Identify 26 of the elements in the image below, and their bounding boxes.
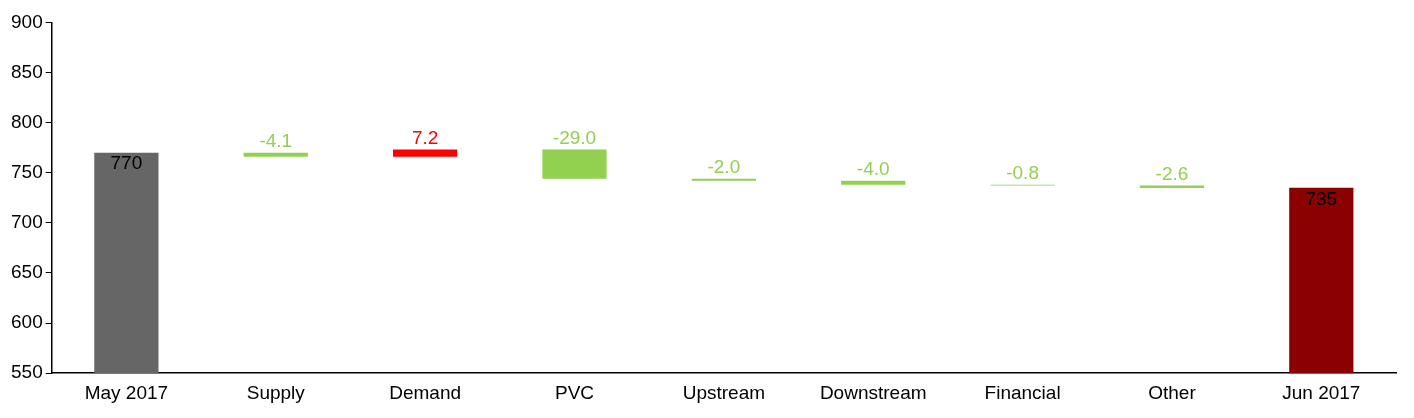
y-tick-label: 900 <box>11 10 43 32</box>
x-tick-label: Jun 2017 <box>1282 381 1361 403</box>
x-tick-label: Demand <box>389 381 462 403</box>
data-label: 7.2 <box>411 127 439 149</box>
x-tick-label: Downstream <box>819 381 927 403</box>
x-tick-label: PVC <box>554 381 595 403</box>
x-tick-label: May 2017 <box>84 381 169 403</box>
y-tick-label: 850 <box>11 60 43 82</box>
y-tick-label: 750 <box>11 160 43 182</box>
y-tick-label: 800 <box>11 110 43 132</box>
data-label: -4.1 <box>259 130 293 152</box>
data-label: -4.0 <box>856 158 890 180</box>
data-label: -29.0 <box>552 127 597 149</box>
x-tick-label: Other <box>1148 381 1197 403</box>
data-label: 770 <box>110 152 143 174</box>
x-tick-label: Supply <box>246 381 306 403</box>
y-tick-label: 700 <box>11 211 43 233</box>
data-label: -2.0 <box>707 156 741 178</box>
x-tick-label: Financial <box>984 381 1061 403</box>
data-label: -2.6 <box>1155 163 1189 185</box>
data-label: -0.8 <box>1006 162 1039 184</box>
y-tick-label: 650 <box>11 261 43 283</box>
data-label: 735 <box>1305 187 1338 209</box>
x-tick-label: Upstream <box>682 381 766 403</box>
y-tick-label: 600 <box>11 311 43 333</box>
y-tick-label: 550 <box>11 361 43 383</box>
